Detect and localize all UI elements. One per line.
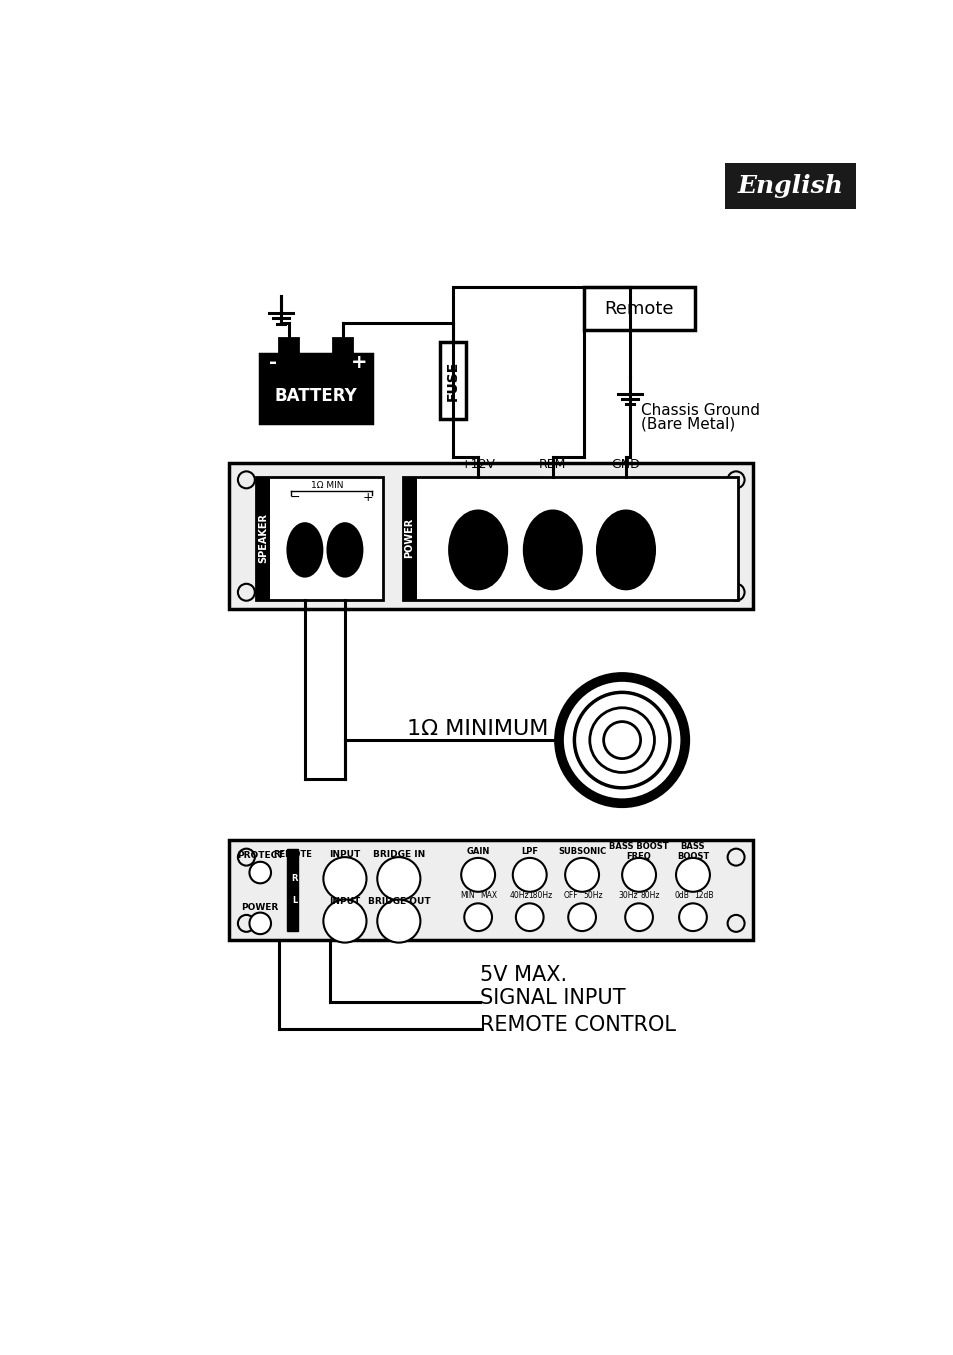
- Text: GND: GND: [611, 458, 639, 470]
- Ellipse shape: [596, 509, 656, 591]
- Circle shape: [574, 692, 669, 787]
- Text: R: R: [292, 874, 298, 883]
- Text: MAX: MAX: [480, 892, 497, 900]
- Circle shape: [727, 472, 743, 488]
- Circle shape: [237, 584, 254, 600]
- Circle shape: [589, 707, 654, 772]
- Text: -: -: [269, 354, 276, 373]
- Text: FUSE: FUSE: [445, 360, 459, 401]
- Circle shape: [249, 862, 271, 883]
- Text: BRIDGE OUT: BRIDGE OUT: [367, 897, 430, 906]
- Text: 1Ω MINIMUM: 1Ω MINIMUM: [406, 718, 547, 738]
- Text: POWER: POWER: [241, 904, 278, 912]
- Text: +12V: +12V: [460, 458, 495, 470]
- Circle shape: [460, 858, 495, 892]
- Bar: [229, 463, 752, 610]
- Ellipse shape: [448, 509, 508, 591]
- Text: 30Hz: 30Hz: [618, 892, 638, 900]
- Text: GAIN: GAIN: [466, 847, 489, 856]
- Bar: [279, 339, 297, 354]
- Bar: [256, 477, 383, 600]
- Circle shape: [237, 915, 254, 932]
- Text: 80Hz: 80Hz: [639, 892, 659, 900]
- Text: OFF: OFF: [563, 892, 578, 900]
- Ellipse shape: [286, 522, 323, 577]
- Text: SUBSONIC: SUBSONIC: [558, 847, 605, 856]
- Circle shape: [516, 904, 543, 931]
- Text: BATTERY: BATTERY: [274, 388, 356, 405]
- Circle shape: [323, 900, 366, 943]
- Text: Chassis Ground: Chassis Ground: [640, 402, 760, 419]
- Text: 1Ω MIN: 1Ω MIN: [311, 481, 343, 491]
- Text: 40Hz: 40Hz: [509, 892, 528, 900]
- Text: INPUT: INPUT: [329, 850, 360, 859]
- Text: SIGNAL INPUT: SIGNAL INPUT: [479, 988, 624, 1008]
- Circle shape: [679, 904, 706, 931]
- Circle shape: [249, 912, 271, 934]
- Circle shape: [624, 904, 652, 931]
- Text: English: English: [737, 173, 842, 198]
- Text: LPF: LPF: [520, 847, 537, 856]
- Circle shape: [237, 472, 254, 488]
- Bar: [287, 850, 297, 931]
- Bar: [229, 840, 752, 940]
- Text: L: L: [292, 896, 297, 905]
- Ellipse shape: [522, 509, 582, 591]
- Text: 0dB: 0dB: [674, 892, 689, 900]
- Text: REMOTE: REMOTE: [273, 850, 312, 859]
- Text: (Bare Metal): (Bare Metal): [640, 417, 735, 432]
- Text: +: +: [351, 354, 368, 373]
- Circle shape: [237, 848, 254, 866]
- Text: PROTECT: PROTECT: [236, 851, 283, 860]
- Text: INPUT: INPUT: [329, 897, 360, 906]
- Text: 50Hz: 50Hz: [582, 892, 602, 900]
- Circle shape: [464, 904, 492, 931]
- Text: Remote: Remote: [604, 299, 674, 317]
- Circle shape: [376, 858, 420, 900]
- Circle shape: [603, 722, 640, 759]
- Bar: [260, 354, 372, 423]
- Text: +: +: [362, 491, 373, 504]
- Circle shape: [727, 848, 743, 866]
- Text: MIN: MIN: [459, 892, 475, 900]
- Circle shape: [558, 678, 684, 804]
- Circle shape: [727, 915, 743, 932]
- Circle shape: [621, 858, 656, 892]
- Bar: [402, 477, 416, 600]
- Circle shape: [376, 900, 420, 943]
- Bar: [724, 163, 856, 209]
- Bar: [402, 477, 737, 600]
- Text: −: −: [290, 491, 300, 504]
- Bar: [439, 341, 465, 419]
- Text: POWER: POWER: [404, 518, 415, 558]
- Text: BRIDGE IN: BRIDGE IN: [373, 850, 424, 859]
- Text: 12dB: 12dB: [693, 892, 713, 900]
- Text: SPEAKER: SPEAKER: [258, 514, 268, 564]
- Circle shape: [676, 858, 709, 892]
- Text: BASS
BOOST: BASS BOOST: [676, 841, 708, 862]
- Bar: [256, 477, 270, 600]
- Circle shape: [568, 904, 596, 931]
- Bar: [583, 287, 695, 329]
- Text: REMOTE CONTROL: REMOTE CONTROL: [479, 1015, 675, 1035]
- Ellipse shape: [326, 522, 363, 577]
- Circle shape: [727, 584, 743, 600]
- Text: 5V MAX.: 5V MAX.: [479, 965, 566, 985]
- Text: BASS BOOST
FREQ: BASS BOOST FREQ: [609, 841, 668, 862]
- Text: 180Hz: 180Hz: [528, 892, 552, 900]
- Circle shape: [564, 858, 598, 892]
- Text: REM: REM: [538, 458, 566, 470]
- Circle shape: [323, 858, 366, 900]
- Bar: [333, 339, 352, 354]
- Circle shape: [513, 858, 546, 892]
